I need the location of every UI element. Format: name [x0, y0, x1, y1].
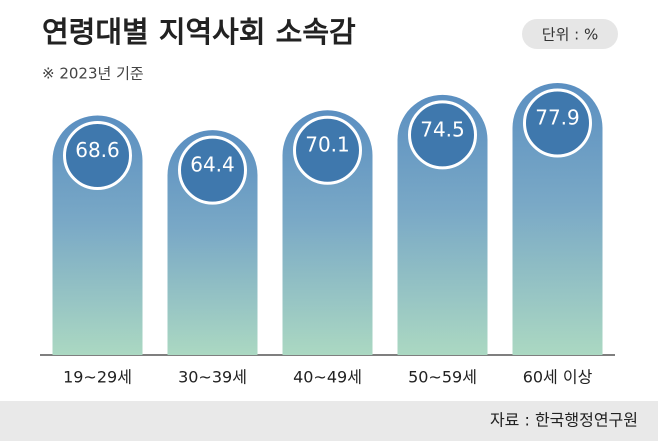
x-tick-label: 40~49세: [293, 368, 362, 387]
value-label: 70.1: [305, 133, 350, 157]
chart-title: 연령대별 지역사회 소속감: [42, 15, 356, 49]
value-badge: [408, 100, 477, 170]
source: 자료 : 한국행정연구원: [490, 411, 638, 430]
unit-label: 단위 : %: [542, 26, 598, 44]
x-tick-label: 60세 이상: [523, 368, 593, 387]
x-tick-label: 19~29세: [63, 368, 132, 387]
x-tick-label: 30~39세: [178, 368, 247, 387]
bar: [512, 83, 603, 355]
value-badge: [178, 135, 247, 205]
value-label: 74.5: [420, 117, 465, 141]
subtitle: ※ 2023년 기준: [42, 65, 144, 83]
value-label: 77.9: [535, 106, 580, 130]
value-label: 68.6: [75, 138, 120, 162]
unit-pill: [522, 19, 618, 49]
value-label: 64.4: [190, 153, 235, 177]
value-badge: [293, 115, 362, 185]
value-badge: [63, 120, 132, 190]
x-tick-label: 50~59세: [408, 368, 477, 387]
value-badge: [523, 88, 592, 158]
footer-band: [0, 401, 658, 441]
